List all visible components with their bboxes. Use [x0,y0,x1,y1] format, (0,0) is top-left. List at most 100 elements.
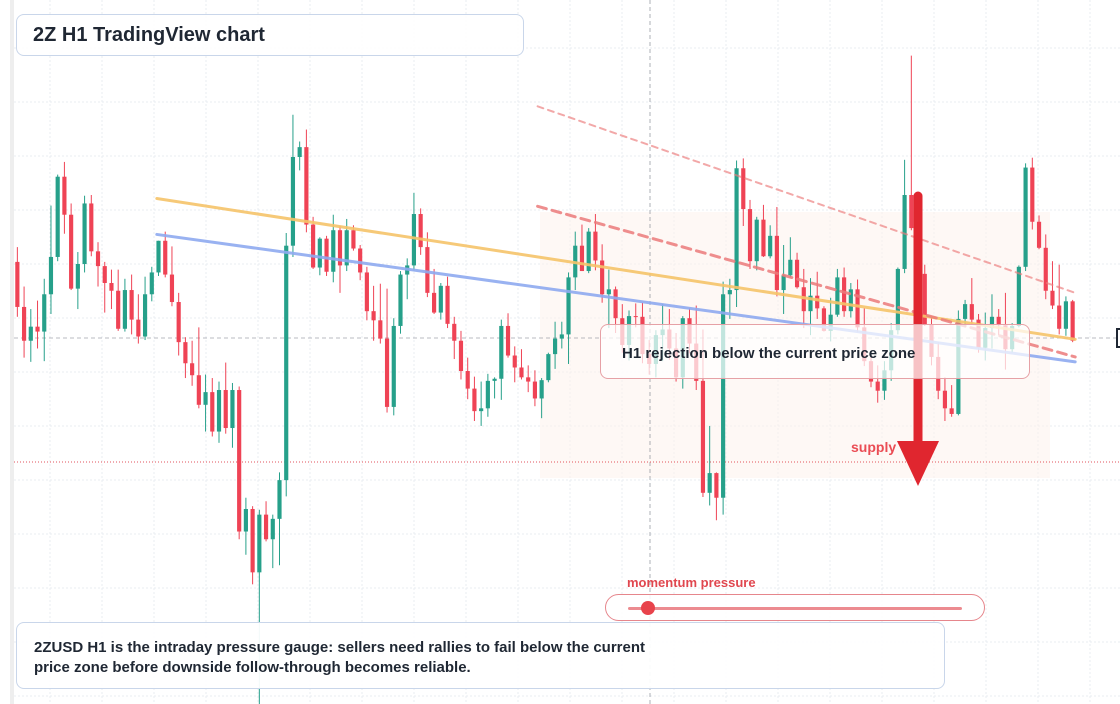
candle [21,286,27,358]
candle [122,278,127,332]
candle-body [304,147,309,225]
candle [895,267,900,335]
candle [48,205,54,314]
candle-body [808,295,813,312]
candle-body [1016,266,1021,326]
candle-body [761,219,766,257]
candle [539,378,544,419]
candle-body [526,377,531,382]
candle [156,240,161,276]
candle [505,313,511,358]
candle-body [391,325,396,407]
candle-body [633,316,638,318]
candle-body [122,290,127,329]
candle [707,425,712,506]
candle [835,268,840,317]
candle-body [593,231,598,261]
candle [398,271,403,334]
candle-body [539,380,544,399]
candle [290,114,296,257]
candle [190,340,195,386]
candle-body [1063,301,1069,329]
candle-body [358,248,363,273]
candle-body [324,238,329,272]
candle [788,237,793,278]
candle [761,204,766,257]
down-arrow-head [897,441,939,486]
candle-body [1023,167,1028,267]
candle [566,272,571,364]
candle-body [176,302,181,343]
candle-body [479,408,484,412]
candle-body [28,326,33,341]
candle [519,349,524,380]
candle-body [196,375,201,405]
candle [452,316,457,360]
candle-body [566,277,571,335]
candle-body [35,326,40,332]
candle [129,274,134,335]
candle-body [707,473,712,493]
candle [445,276,450,329]
candle [942,377,948,421]
candle-body [432,292,437,313]
candle [196,327,201,409]
candle [102,261,107,313]
candle-body [317,238,322,268]
down-arrow [897,191,939,486]
candle-body [297,147,302,157]
candle [284,233,289,497]
candle [1023,163,1028,272]
candle-body [116,290,121,329]
candle-body [109,283,114,291]
momentum-pressure-gauge[interactable] [605,594,985,621]
candle [512,346,517,383]
candle-body [223,390,228,429]
candle-body [714,473,719,498]
candle-body [875,381,880,391]
candle [378,283,383,344]
candle-body [243,508,248,532]
candle [600,244,605,303]
candle [465,357,470,400]
candle-body [882,370,887,391]
chart-title: 2Z H1 TradingView chart [16,14,524,56]
candle [815,271,820,319]
candle-body [485,380,490,409]
candle-body [142,294,148,337]
price-scale-marker [1116,328,1120,348]
candle [546,352,551,383]
candle-body [425,247,430,293]
candle [1030,157,1035,230]
candle [754,216,759,271]
candle-body [378,320,383,339]
candle [270,514,275,569]
candle [432,268,437,314]
candle-body [384,338,390,407]
candle [405,258,410,300]
candle-body [95,251,101,267]
candle [384,288,390,413]
candle-body [855,289,860,328]
gauge-knob[interactable] [641,601,656,615]
candle-body [149,272,154,295]
candle-body [210,392,215,432]
candle-body [62,176,67,215]
candle-body [398,274,403,326]
candle-body [512,355,517,368]
candle-body [69,214,74,289]
candle-body [835,277,840,315]
candle-body [734,168,739,291]
candle-body [774,235,779,291]
candle-body [613,289,618,319]
candle-body [815,295,820,309]
candle-body [311,224,316,268]
candle [82,195,87,273]
candle-body [257,514,262,573]
candle [492,377,497,399]
candle [391,318,396,416]
candle [552,321,558,369]
candle [176,292,181,356]
candle [774,206,779,297]
candle-body [842,277,847,312]
